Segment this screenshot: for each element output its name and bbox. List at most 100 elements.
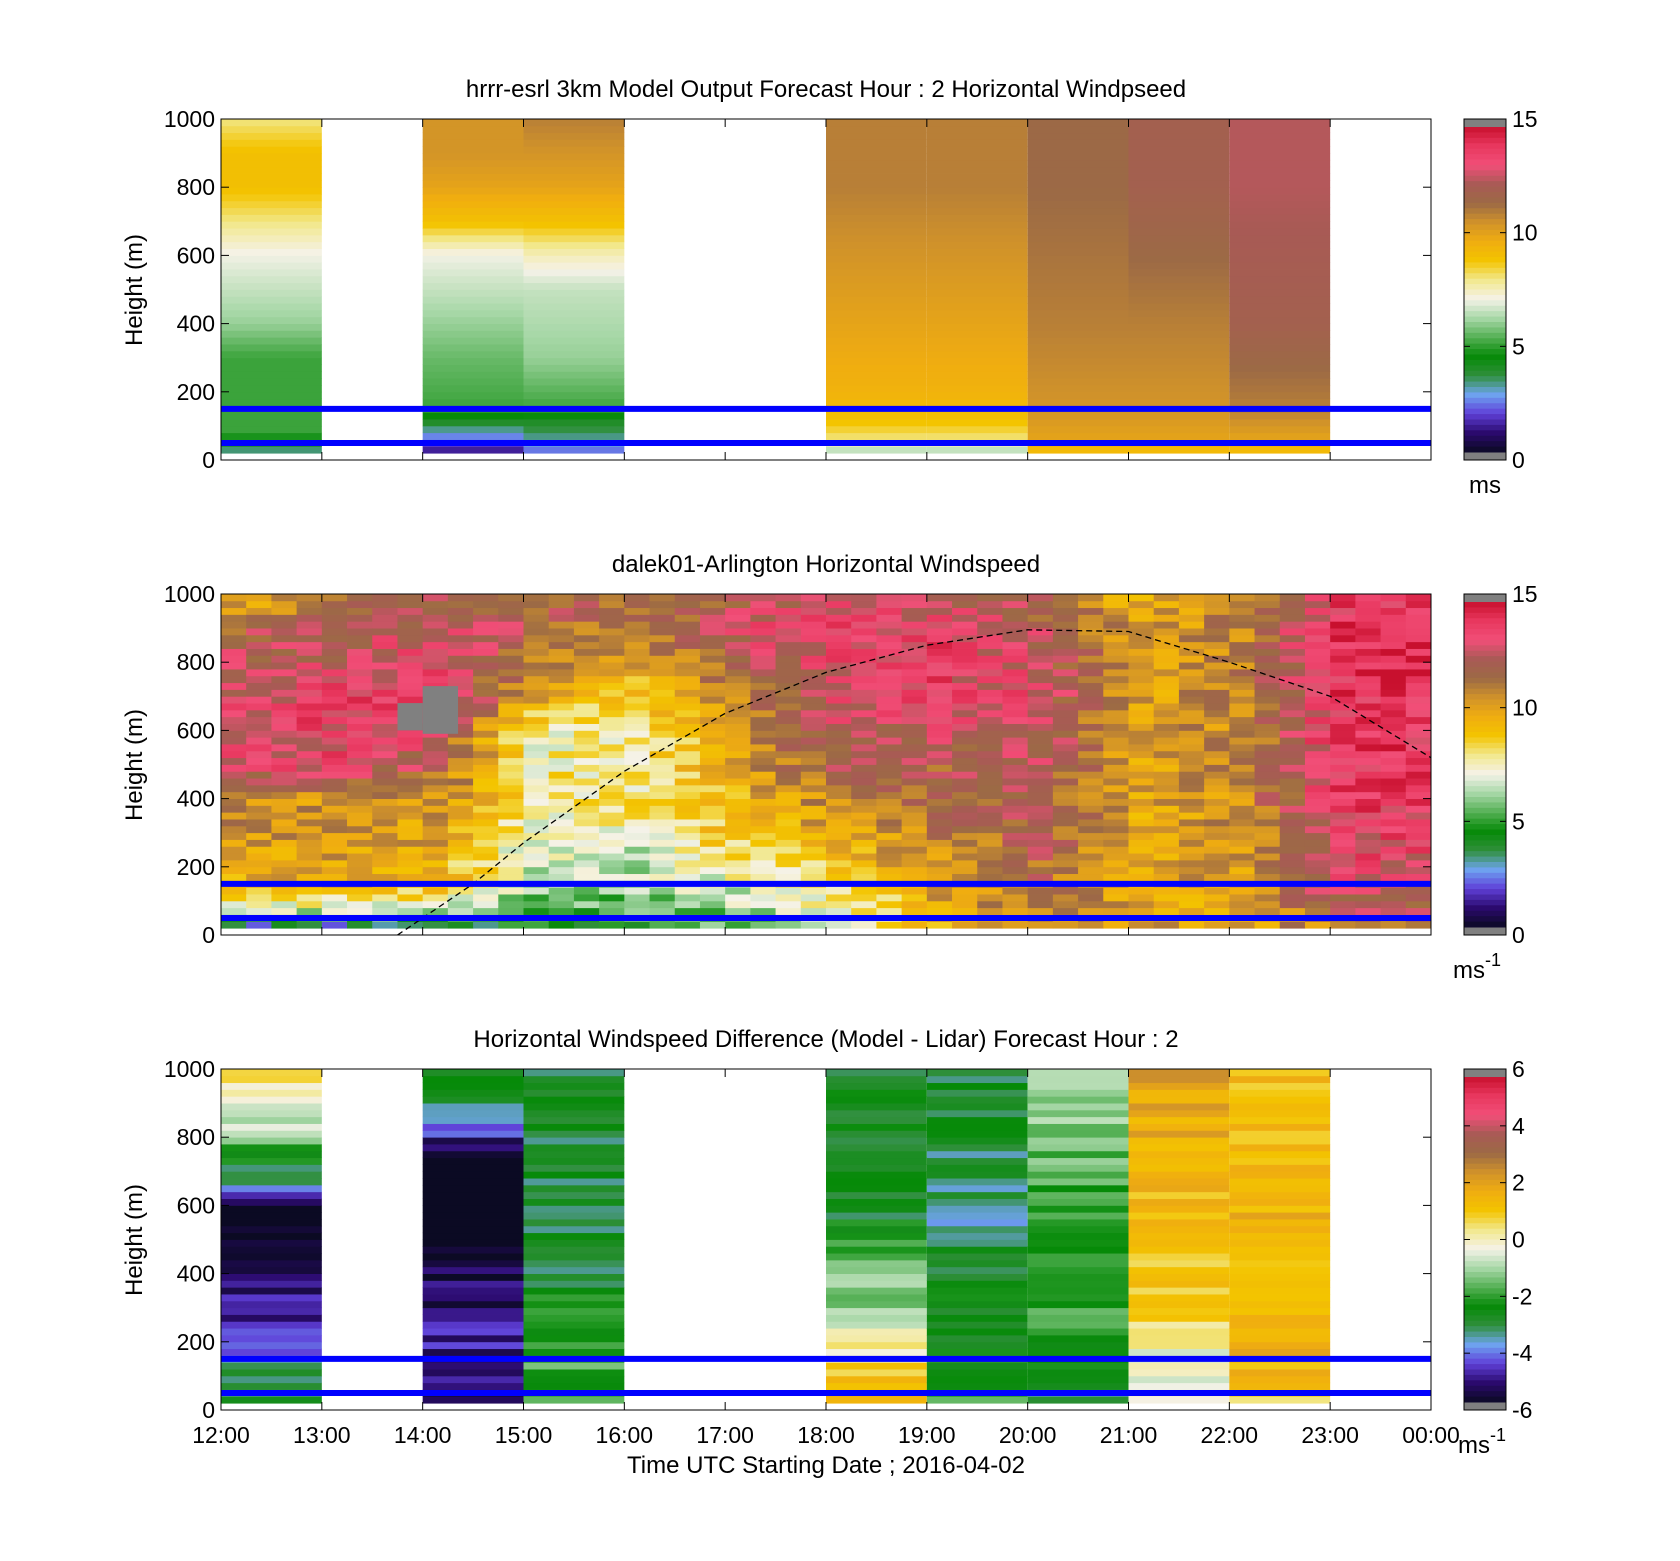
heatmap-cell [1027, 887, 1054, 895]
heatmap-cell [447, 921, 474, 929]
heatmap-cell [523, 139, 625, 147]
heatmap-cell [1229, 1280, 1331, 1288]
heatmap-cell [876, 655, 903, 663]
heatmap-cell [422, 859, 449, 868]
heatmap-cell [725, 607, 751, 615]
heatmap-cell [826, 1239, 927, 1247]
heatmap-cell [775, 648, 802, 656]
heatmap-cell [1027, 173, 1129, 181]
heatmap-cell [422, 344, 524, 352]
heatmap-cell [1128, 1280, 1230, 1288]
heatmap-cell [1002, 669, 1029, 677]
heatmap-cell [1078, 689, 1104, 697]
heatmap-cell [1103, 750, 1129, 759]
heatmap-cell [1178, 641, 1205, 649]
heatmap-cell [397, 675, 424, 684]
heatmap-cell [1330, 900, 1356, 909]
heatmap-cell [523, 1109, 625, 1118]
heatmap-cell [800, 819, 827, 827]
heatmap-cell [573, 887, 600, 895]
heatmap-cell [977, 744, 1003, 752]
heatmap-cell [397, 907, 424, 915]
heatmap-cell [296, 737, 323, 745]
heatmap-cell [1229, 1157, 1331, 1165]
heatmap-cell [221, 682, 247, 690]
heatmap-cell [649, 628, 676, 636]
heatmap-cell [523, 744, 550, 752]
heatmap-cell [1380, 900, 1407, 909]
heatmap-cell [1380, 866, 1407, 875]
heatmap-cell [1304, 614, 1331, 622]
colorbar-swatch [1464, 623, 1506, 630]
colorbar-swatch [1464, 607, 1506, 614]
heatmap-cell [523, 866, 550, 875]
heatmap-cell [473, 594, 499, 602]
heatmap-cell [826, 1396, 927, 1404]
heatmap-cell [523, 805, 550, 813]
heatmap-cell [1355, 641, 1381, 649]
heatmap-cell [699, 682, 726, 690]
heatmap-cell [725, 696, 751, 704]
y-axis-label: Height (m) [121, 1184, 148, 1296]
heatmap-cell [1178, 594, 1205, 602]
heatmap-cell [1153, 805, 1180, 813]
heatmap-cell [876, 798, 903, 806]
heatmap-cell [296, 730, 323, 738]
heatmap-cell [699, 614, 726, 622]
heatmap-cell [321, 621, 348, 629]
heatmap-cell [1027, 1171, 1129, 1179]
heatmap-cell [422, 621, 449, 629]
heatmap-cell [876, 771, 903, 779]
heatmap-cell [624, 812, 650, 820]
heatmap-cell [447, 900, 474, 909]
heatmap-cell [901, 887, 928, 895]
heatmap-cell [422, 846, 449, 854]
heatmap-cell [926, 200, 1028, 209]
heatmap-cell [1078, 648, 1104, 656]
heatmap-cell [1254, 675, 1281, 684]
heatmap-cell [1254, 757, 1281, 765]
heatmap-cell [1330, 600, 1356, 609]
heatmap-cell [1002, 825, 1029, 834]
heatmap-cell [926, 1362, 1028, 1370]
heatmap-cell [422, 1328, 524, 1336]
heatmap-cell [851, 669, 877, 677]
heatmap-cell [1204, 764, 1230, 772]
colorbar-swatch [1464, 797, 1506, 803]
heatmap-cell [573, 594, 600, 602]
heatmap-cell [699, 675, 726, 684]
heatmap-cell [775, 600, 802, 609]
heatmap-cell [826, 703, 852, 711]
heatmap-cell [296, 771, 323, 779]
heatmap-cell [1027, 784, 1054, 793]
heatmap-cell [1204, 771, 1230, 779]
heatmap-cell [498, 832, 524, 840]
heatmap-cell [422, 1266, 524, 1274]
heatmap-cell [1229, 1164, 1331, 1172]
heatmap-cell [422, 669, 449, 677]
heatmap-cell [347, 764, 373, 772]
heatmap-cell [347, 682, 373, 690]
heatmap-cell [1103, 887, 1129, 895]
heatmap-cell [800, 873, 827, 881]
heatmap-cell [523, 316, 625, 324]
heatmap-cell [447, 648, 474, 656]
colorbar-swatch [1464, 1190, 1506, 1197]
heatmap-cell [1178, 839, 1205, 847]
heatmap-cell [624, 682, 650, 690]
heatmap-cell [422, 894, 449, 902]
heatmap-cell [1103, 778, 1129, 786]
heatmap-cell [347, 716, 373, 724]
heatmap-cell [1078, 750, 1104, 759]
heatmap-cell [321, 907, 348, 915]
heatmap-cell [221, 391, 322, 400]
heatmap-cell [1229, 1075, 1331, 1084]
heatmap-cell [473, 621, 499, 629]
heatmap-cell [1229, 607, 1255, 615]
heatmap-cell [1052, 648, 1079, 656]
colorbar-swatch [1464, 802, 1506, 809]
heatmap-cell [1128, 309, 1230, 318]
heatmap-cell [699, 696, 726, 704]
heatmap-cell [1405, 689, 1431, 697]
heatmap-cell [271, 921, 298, 929]
